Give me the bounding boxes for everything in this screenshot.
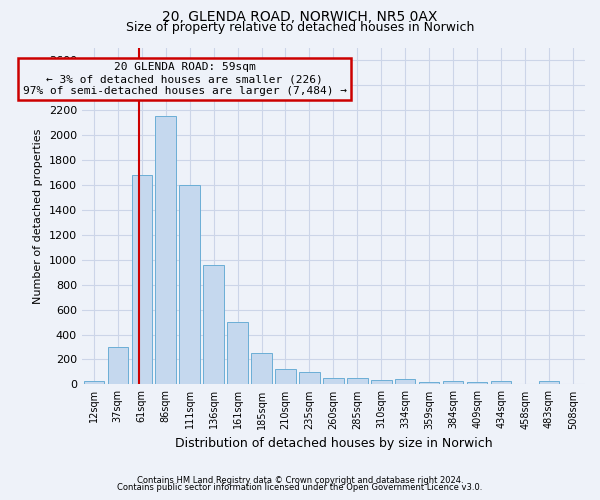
Bar (107, 347, 128, 385)
Bar (443, 380, 463, 384)
Bar (539, 380, 559, 384)
Bar (323, 378, 344, 384)
X-axis label: Distribution of detached houses by size in Norwich: Distribution of detached houses by size … (175, 437, 492, 450)
Text: Size of property relative to detached houses in Norwich: Size of property relative to detached ho… (126, 21, 474, 34)
Text: 20 GLENDA ROAD: 59sqm
← 3% of detached houses are smaller (226)
97% of semi-deta: 20 GLENDA ROAD: 59sqm ← 3% of detached h… (23, 62, 347, 96)
Text: Contains public sector information licensed under the Open Government Licence v3: Contains public sector information licen… (118, 484, 482, 492)
Text: Contains HM Land Registry data © Crown copyright and database right 2024.: Contains HM Land Registry data © Crown c… (137, 476, 463, 485)
Bar (467, 382, 487, 384)
Bar (419, 382, 439, 384)
Bar (347, 378, 368, 384)
Y-axis label: Number of detached properties: Number of detached properties (33, 128, 43, 304)
Bar (179, 185, 200, 384)
Bar (83, 382, 104, 384)
Bar (227, 322, 248, 384)
Bar (131, 175, 152, 384)
Bar (395, 380, 415, 384)
Bar (203, 264, 224, 384)
Bar (299, 372, 320, 384)
Bar (251, 353, 272, 384)
Bar (371, 380, 392, 384)
Bar (275, 370, 296, 384)
Bar (155, 116, 176, 384)
Text: 20, GLENDA ROAD, NORWICH, NR5 0AX: 20, GLENDA ROAD, NORWICH, NR5 0AX (163, 10, 437, 24)
Bar (491, 380, 511, 384)
